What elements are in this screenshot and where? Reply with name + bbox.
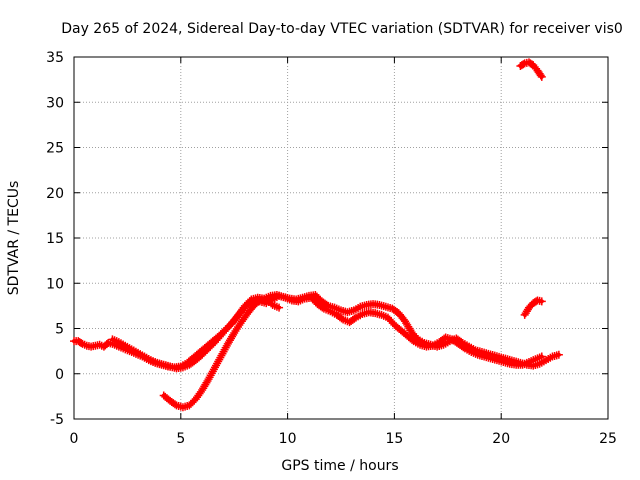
x-tick-label: 15 xyxy=(385,431,403,447)
y-tick-label: 10 xyxy=(46,276,64,292)
chart-title: Day 265 of 2024, Sidereal Day-to-day VTE… xyxy=(61,21,623,37)
y-tick-label: 30 xyxy=(46,95,64,111)
data-point xyxy=(519,60,528,69)
y-tick-label: 35 xyxy=(46,50,64,66)
x-tick-label: 5 xyxy=(176,431,185,447)
data-point xyxy=(275,303,284,312)
data-point xyxy=(537,352,546,361)
x-tick-label: 20 xyxy=(492,431,510,447)
series-track-3 xyxy=(159,294,284,412)
data-point xyxy=(77,338,86,347)
grid-lines xyxy=(74,57,608,419)
data-point xyxy=(536,71,545,80)
series-track-5 xyxy=(516,58,546,81)
y-tick-label: -5 xyxy=(50,412,64,428)
data-point xyxy=(537,72,546,81)
data-point xyxy=(537,297,546,306)
y-tick-label: 0 xyxy=(55,367,64,383)
y-tick-label: 25 xyxy=(46,141,64,157)
x-axis-label: GPS time / hours xyxy=(281,458,398,474)
x-tick-label: 25 xyxy=(599,431,617,447)
y-axis-label: SDTVAR / TECUs xyxy=(6,181,22,296)
data-points xyxy=(70,58,563,412)
x-tick-label: 0 xyxy=(70,431,79,447)
data-point xyxy=(554,350,563,359)
axis-ticks: 0 5 10 15 20 25 -5 0 5 10 15 20 25 30 35 xyxy=(46,50,617,447)
y-tick-label: 5 xyxy=(55,322,64,338)
series-track-4 xyxy=(520,296,546,319)
y-tick-label: 20 xyxy=(46,186,64,202)
y-tick-label: 15 xyxy=(46,231,64,247)
x-tick-label: 10 xyxy=(279,431,297,447)
data-point xyxy=(170,400,179,409)
